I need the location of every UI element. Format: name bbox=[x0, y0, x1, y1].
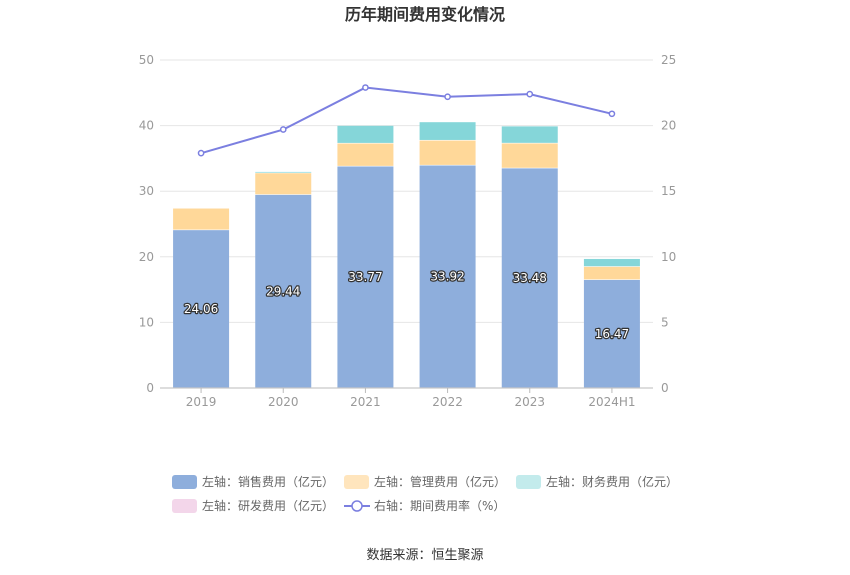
bar-segment bbox=[583, 266, 640, 280]
bar-value-label: 29.44 bbox=[266, 284, 300, 298]
bar-segment bbox=[173, 230, 230, 388]
bar-segment bbox=[501, 168, 558, 388]
legend-item[interactable]: 右轴：期间费用率（%） bbox=[344, 498, 505, 513]
bar-segment bbox=[255, 173, 312, 195]
rate-point bbox=[197, 149, 205, 157]
right-tick-label: 25 bbox=[661, 53, 676, 67]
bar-segment bbox=[419, 140, 476, 165]
bar-segment bbox=[337, 125, 394, 143]
right-tick-label: 20 bbox=[661, 119, 676, 133]
legend-point-icon bbox=[351, 500, 363, 512]
bar-value-label: 24.06 bbox=[184, 302, 218, 316]
bar-segment bbox=[419, 122, 476, 140]
legend-swatch-icon bbox=[172, 475, 197, 489]
bar-labels: 24.06 29.44 33.77 33.92 33.48 16.47 bbox=[183, 269, 631, 343]
left-axis-ticks: 0 10 20 30 40 50 bbox=[139, 53, 154, 395]
data-source: 数据来源：恒生聚源 bbox=[366, 548, 483, 563]
bars bbox=[173, 122, 640, 388]
legend-swatch-icon bbox=[172, 499, 197, 513]
legend-item[interactable]: 左轴：销售费用（亿元） bbox=[172, 474, 334, 489]
legend-swatch-icon bbox=[344, 475, 369, 489]
legend-item[interactable]: 左轴：管理费用（亿元） bbox=[344, 474, 506, 489]
x-tick-label: 2020 bbox=[268, 395, 299, 409]
right-tick-label: 15 bbox=[661, 184, 676, 198]
right-tick-label: 0 bbox=[661, 381, 669, 395]
x-tick-label: 2019 bbox=[186, 395, 217, 409]
bar-segment bbox=[173, 208, 230, 230]
bar-segment bbox=[255, 171, 312, 173]
bar-segment bbox=[337, 143, 394, 166]
grid-lines bbox=[160, 59, 653, 323]
bar-segment bbox=[583, 258, 640, 267]
rate-line bbox=[197, 84, 616, 157]
left-tick-label: 30 bbox=[139, 184, 154, 198]
legend-label: 左轴：财务费用（亿元） bbox=[546, 474, 678, 489]
legend-label: 左轴：研发费用（亿元） bbox=[202, 498, 334, 513]
bar-segment bbox=[583, 279, 640, 388]
left-tick-label: 0 bbox=[146, 381, 154, 395]
bar-segment bbox=[501, 143, 558, 168]
bar-value-label: 33.92 bbox=[430, 270, 464, 284]
legend-label: 左轴：销售费用（亿元） bbox=[202, 474, 334, 489]
x-tick-label: 2022 bbox=[432, 395, 463, 409]
legend[interactable]: 左轴：销售费用（亿元） 左轴：管理费用（亿元） 左轴：财务费用（亿元） 左轴：研发费用… bbox=[172, 474, 678, 513]
legend-swatch-icon bbox=[516, 475, 541, 489]
right-axis-ticks: 0 5 10 15 20 25 bbox=[661, 53, 676, 395]
chart-title: 历年期间费用变化情况 bbox=[345, 5, 505, 24]
x-axis: 2019 2020 2021 2022 2023 2024H1 bbox=[160, 387, 653, 409]
rate-point bbox=[362, 84, 369, 91]
left-tick-label: 10 bbox=[139, 315, 154, 329]
bar-value-label: 33.48 bbox=[513, 271, 547, 285]
x-tick-label: 2021 bbox=[350, 395, 381, 409]
legend-label: 左轴：管理费用（亿元） bbox=[374, 474, 506, 489]
legend-item[interactable]: 左轴：财务费用（亿元） bbox=[516, 474, 678, 489]
bar-segment bbox=[501, 126, 558, 143]
left-tick-label: 50 bbox=[139, 53, 154, 67]
legend-label: 右轴：期间费用率（%） bbox=[374, 498, 505, 513]
bar-value-label: 16.47 bbox=[595, 327, 629, 341]
x-tick-label: 2023 bbox=[514, 395, 545, 409]
x-tick-label: 2024H1 bbox=[588, 395, 635, 409]
left-tick-label: 20 bbox=[139, 250, 154, 264]
rate-point bbox=[526, 90, 534, 98]
bar-segment bbox=[337, 166, 394, 388]
rate-point bbox=[279, 126, 287, 133]
rate-line-path bbox=[200, 86, 613, 155]
legend-item[interactable]: 左轴：研发费用（亿元） bbox=[172, 498, 334, 513]
bar-segment bbox=[255, 194, 312, 388]
bar-segment bbox=[419, 165, 476, 388]
right-tick-label: 10 bbox=[661, 250, 676, 264]
bar-value-label: 33.77 bbox=[348, 270, 382, 284]
left-tick-label: 40 bbox=[139, 119, 154, 133]
right-tick-label: 5 bbox=[661, 315, 669, 329]
rate-point bbox=[444, 93, 451, 101]
rate-point bbox=[608, 110, 616, 118]
